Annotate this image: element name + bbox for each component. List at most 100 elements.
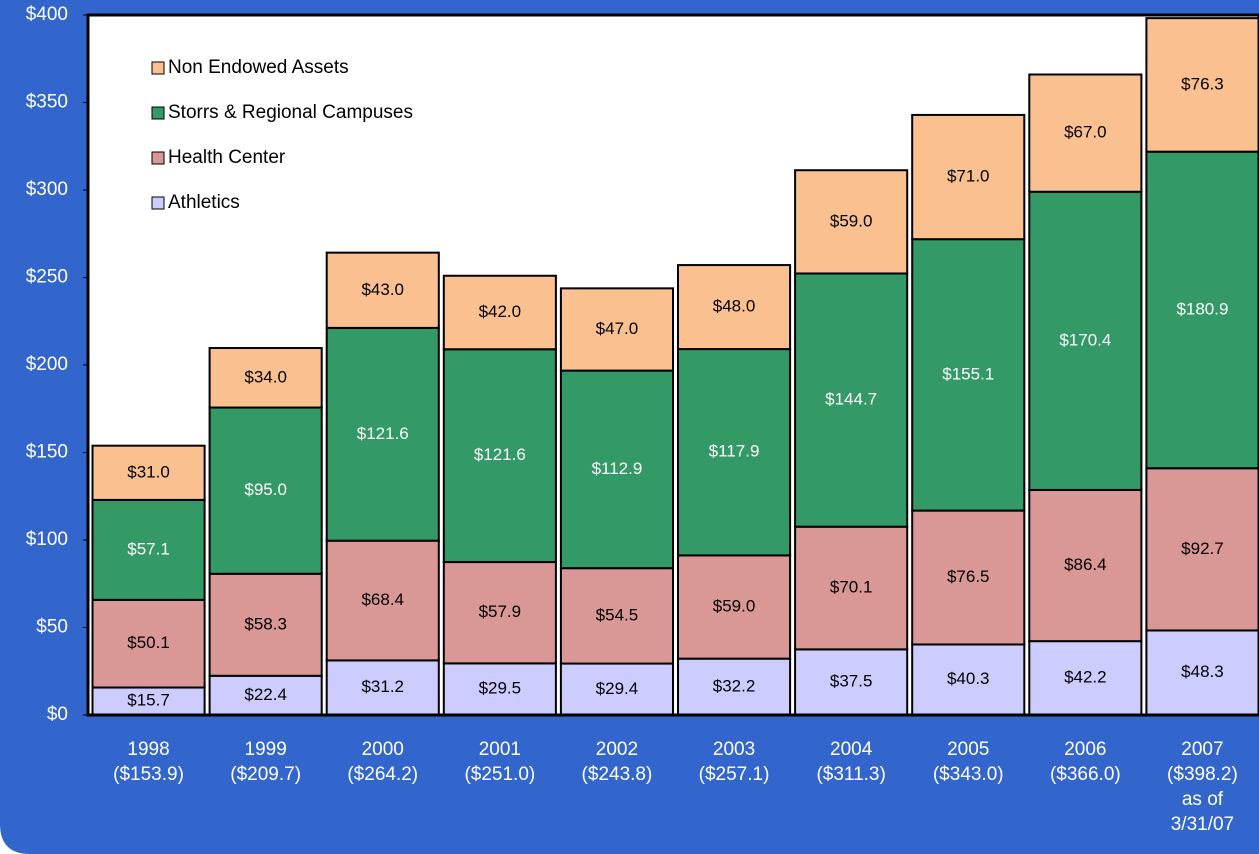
- data-label: $95.0: [244, 480, 287, 499]
- legend-label: Non Endowed Assets: [168, 57, 349, 78]
- x-tick-label: 1999: [245, 739, 287, 760]
- bar-segment: [91, 498, 206, 601]
- x-tick-label: 2003: [713, 739, 755, 760]
- bar-segment: [677, 554, 792, 660]
- x-tick-label: ($366.0): [1050, 764, 1121, 785]
- y-tick-label: $350: [26, 92, 68, 113]
- bar-segment: [325, 539, 440, 662]
- data-label: $47.0: [596, 319, 639, 338]
- y-tick-label: $300: [26, 179, 68, 200]
- legend-label: Storrs & Regional Campuses: [168, 102, 413, 123]
- bar-segment: [1028, 488, 1143, 643]
- data-label: $31.0: [127, 462, 170, 481]
- bar-segment: [677, 264, 792, 351]
- x-tick-label: 2002: [596, 739, 638, 760]
- bar-segment: [208, 674, 323, 716]
- x-tick-label: 2004: [830, 739, 873, 760]
- data-label: $144.7: [825, 390, 877, 409]
- bar-segment: [559, 369, 675, 570]
- x-tick-label: ($251.0): [464, 764, 535, 785]
- data-label: $29.5: [479, 679, 522, 698]
- x-tick-label: ($311.3): [816, 764, 885, 785]
- bar-segment: [442, 662, 557, 716]
- data-label: $67.0: [1064, 123, 1107, 142]
- data-label: $71.0: [947, 167, 990, 186]
- legend-swatch: [151, 196, 165, 210]
- data-label: $37.5: [830, 672, 873, 691]
- bar-segment: [1145, 467, 1259, 632]
- x-tick-label: ($209.7): [230, 764, 301, 785]
- y-tick-label: $150: [26, 442, 68, 463]
- data-label: $31.2: [361, 677, 404, 696]
- data-label: $42.2: [1064, 668, 1107, 687]
- bar-segment: [325, 659, 440, 717]
- bar-segment: [91, 598, 206, 689]
- bar-segment: [208, 572, 323, 677]
- data-label: $40.3: [947, 669, 990, 688]
- bar-segment: [1028, 640, 1143, 717]
- bar-segment: [677, 657, 792, 717]
- marks: $15.7 $50.1 $57.1 $31.0 $22.4 $58.3 $95.0 $34.0…: [91, 17, 1259, 717]
- data-label: $57.9: [479, 602, 522, 621]
- x-tick-label: ($264.2): [347, 764, 418, 785]
- x-tick-label: 1998: [127, 739, 169, 760]
- y-tick-label: $100: [26, 529, 68, 550]
- x-tick-label: 2001: [479, 739, 521, 760]
- data-label: $59.0: [713, 597, 756, 616]
- legend-label: Health Center: [168, 147, 286, 168]
- x-tick-label: 2006: [1064, 739, 1106, 760]
- bar-segment: [794, 169, 909, 275]
- x-tick-label: ($343.0): [933, 764, 1004, 785]
- data-label: $58.3: [244, 614, 287, 633]
- bar-segment: [911, 113, 1026, 241]
- data-label: $22.4: [244, 685, 287, 704]
- y-tick-label: $200: [26, 354, 68, 375]
- data-label: $59.0: [830, 211, 873, 230]
- bar-segment: [677, 348, 792, 557]
- data-label: $170.4: [1059, 330, 1111, 349]
- data-label: $34.0: [244, 367, 287, 386]
- bar-segment: [1028, 73, 1143, 193]
- data-label: $180.9: [1176, 299, 1228, 318]
- legend-swatch: [151, 151, 165, 165]
- data-label: $70.1: [830, 578, 873, 597]
- bar-segment: [442, 561, 557, 665]
- x-tick-label: ($257.1): [699, 764, 770, 785]
- bar-segment: [208, 406, 323, 575]
- data-label: $15.7: [127, 691, 170, 710]
- data-label: $50.1: [127, 633, 170, 652]
- bar-segment: [325, 326, 440, 542]
- bar-segment: [911, 238, 1026, 512]
- bar-segment: [442, 274, 557, 351]
- y-tick-label: $400: [26, 4, 68, 25]
- data-label: $76.5: [947, 567, 990, 586]
- data-label: $86.4: [1064, 555, 1107, 574]
- data-label: $57.1: [127, 539, 170, 558]
- bar-segment: [559, 287, 675, 372]
- data-label: $112.9: [592, 459, 643, 478]
- y-tick-label: $0: [47, 704, 68, 725]
- bar-segment: [559, 567, 675, 665]
- bar-segment: [208, 347, 323, 409]
- data-label: $121.6: [474, 445, 526, 464]
- bar-segment: [911, 643, 1026, 716]
- x-tick-label: 3/31/07: [1171, 814, 1234, 835]
- data-label: $155.1: [942, 364, 994, 383]
- x-tick-label: 2000: [362, 739, 404, 760]
- x-tick-label: as of: [1182, 789, 1224, 810]
- data-label: $92.7: [1181, 539, 1224, 558]
- bar-segment: [325, 251, 440, 329]
- x-tick-label: 2007: [1181, 739, 1223, 760]
- x-tick-label: 2005: [947, 739, 989, 760]
- data-label: $121.6: [357, 424, 409, 443]
- data-label: $32.2: [713, 676, 756, 695]
- data-label: $68.4: [361, 590, 404, 609]
- bar-segment: [91, 444, 206, 501]
- legend-label: Athletics: [168, 192, 240, 213]
- data-label: $117.9: [709, 442, 760, 461]
- data-label: $48.0: [713, 297, 756, 316]
- x-tick-label: ($398.2): [1167, 764, 1238, 785]
- data-label: $43.0: [361, 280, 404, 299]
- y-tick-label: $250: [26, 267, 68, 288]
